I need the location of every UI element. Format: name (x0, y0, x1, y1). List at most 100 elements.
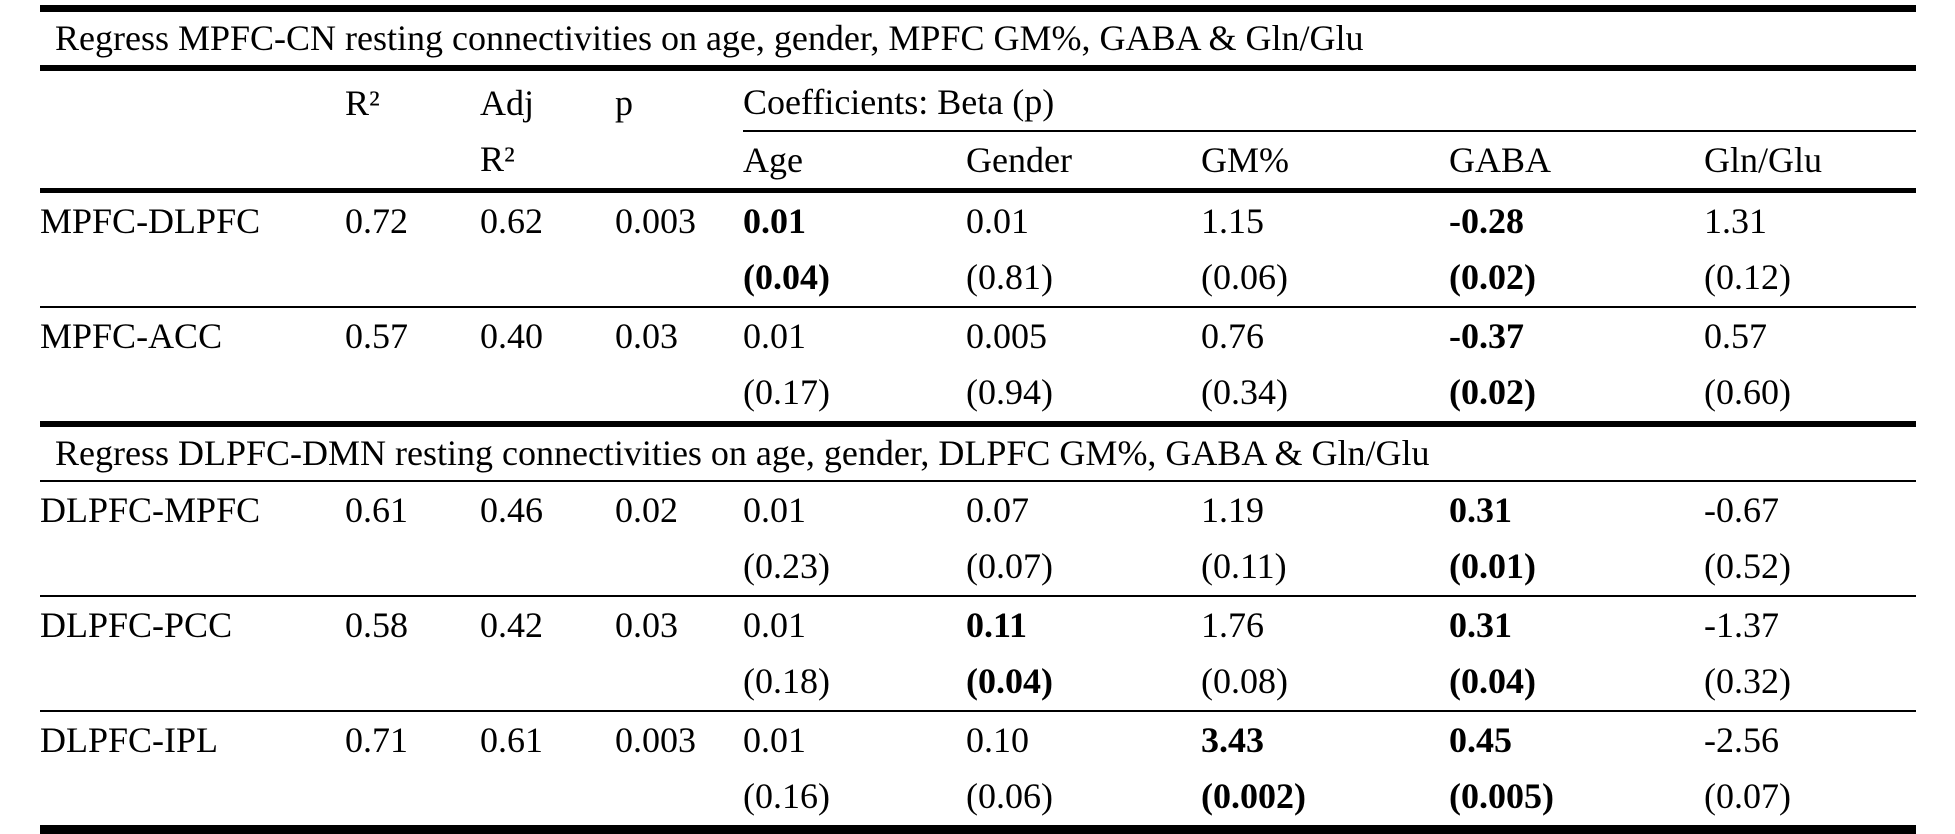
beta-p-value: (0.02) (1449, 257, 1536, 297)
p-value: 0.003 (615, 720, 696, 760)
adj-r2-value: 0.40 (480, 307, 615, 427)
beta-value: 0.01 (743, 605, 806, 645)
beta-p-value: (0.02) (1449, 372, 1536, 412)
beta-p-value: (0.04) (1449, 661, 1536, 701)
header-coefficients: Coefficients: Beta (p) (743, 68, 1917, 132)
beta-p-value: (0.81) (966, 257, 1053, 297)
beta-value: 0.31 (1449, 605, 1512, 645)
beta-value: 0.01 (966, 201, 1029, 241)
beta-p-value: (0.32) (1704, 661, 1791, 701)
header-adj-r2-line1: Adj (480, 83, 534, 123)
coef-cell-gender: 0.005 (0.94) (966, 307, 1201, 427)
header-gender: Gender (966, 131, 1201, 193)
coef-cell-gender: 0.07 (0.07) (966, 481, 1201, 597)
beta-p-value: (0.11) (1201, 546, 1287, 586)
coef-cell-gaba: -0.37 (0.02) (1449, 307, 1704, 427)
coef-cell-age: 0.01 (0.18) (743, 596, 966, 712)
table-row-mpfc-acc: MPFC-ACC 0.57 0.40 0.03 0.01 (0.17) 0.00… (40, 307, 1917, 427)
beta-value: -2.56 (1704, 720, 1779, 760)
coef-cell-glnglu: -0.67 (0.52) (1704, 481, 1917, 597)
row-label: DLPFC-MPFC (40, 481, 345, 597)
header-gm: GM% (1201, 131, 1449, 193)
beta-value: -0.28 (1449, 201, 1524, 241)
p-value: 0.003 (615, 190, 743, 308)
coef-cell-gm: 0.76 (0.34) (1201, 307, 1449, 427)
beta-p-value: (0.01) (1449, 546, 1536, 586)
table-row-dlpfc-pcc: DLPFC-PCC 0.58 0.42 0.03 0.01 (0.18) 0.1… (40, 596, 1917, 712)
coef-cell-gm: 1.19 (0.11) (1201, 481, 1449, 597)
header-r2: R² (345, 68, 480, 193)
beta-value: 0.31 (1449, 490, 1512, 530)
coef-cell-gender: 0.11 (0.04) (966, 596, 1201, 712)
beta-value: 1.31 (1704, 201, 1767, 241)
beta-p-value: (0.005) (1449, 776, 1554, 816)
section1-title: Regress MPFC-CN resting connectivities o… (40, 8, 1917, 71)
beta-p-value: (0.52) (1704, 546, 1791, 586)
coef-cell-age: 0.01 (0.16) (743, 711, 966, 830)
beta-p-value: (0.04) (966, 661, 1053, 701)
regression-table-container: Regress MPFC-CN resting connectivities o… (40, 5, 1917, 834)
r2-value: 0.57 (345, 307, 480, 427)
beta-p-value: (0.07) (966, 546, 1053, 586)
beta-value: 0.76 (1201, 316, 1264, 356)
header-glnglu: Gln/Glu (1704, 131, 1917, 193)
beta-p-value: (0.12) (1704, 257, 1791, 297)
coef-cell-glnglu: 1.31 (0.12) (1704, 190, 1917, 308)
coef-cell-age: 0.01 (0.04) (743, 190, 966, 308)
p-value: 0.03 (615, 307, 743, 427)
r2-value: 0.71 (345, 720, 408, 760)
table-row-mpfc-dlpfc: MPFC-DLPFC 0.72 0.62 0.003 0.01 (0.04) 0… (40, 190, 1917, 308)
row-label: DLPFC-PCC (40, 596, 345, 712)
adj-r2-value: 0.62 (480, 190, 615, 308)
beta-value: 0.10 (966, 720, 1029, 760)
coef-cell-age: 0.01 (0.17) (743, 307, 966, 427)
header-p: p (615, 68, 743, 193)
coef-cell-gaba: 0.45 (0.005) (1449, 711, 1704, 830)
adj-r2-value: 0.46 (480, 481, 615, 597)
header-empty-cell (40, 68, 345, 193)
beta-value: 3.43 (1201, 720, 1264, 760)
beta-p-value: (0.18) (743, 661, 830, 701)
row-label: DLPFC-IPL (40, 720, 219, 760)
p-value: 0.03 (615, 596, 743, 712)
coef-cell-gender: 0.10 (0.06) (966, 711, 1201, 830)
row-label: MPFC-ACC (40, 307, 345, 427)
beta-value: -0.67 (1704, 490, 1779, 530)
table-row-dlpfc-mpfc: DLPFC-MPFC 0.61 0.46 0.02 0.01 (0.23) 0.… (40, 481, 1917, 597)
table-row-dlpfc-ipl: DLPFC-IPL 0.71 0.61 0.003 0.01 (0.16) 0.… (40, 711, 1916, 830)
beta-p-value: (0.60) (1704, 372, 1791, 412)
beta-value: 0.57 (1704, 316, 1767, 356)
coef-cell-gm: 1.15 (0.06) (1201, 190, 1449, 308)
coef-cell-glnglu: -2.56 (0.07) (1704, 711, 1916, 830)
beta-p-value: (0.07) (1704, 776, 1791, 816)
beta-value: 0.07 (966, 490, 1029, 530)
r2-value: 0.61 (345, 481, 480, 597)
beta-value: 0.11 (966, 605, 1028, 645)
header-row-subcolumns: Age Gender GM% GABA Gln/Glu (40, 131, 1917, 193)
section2-title: Regress DLPFC-DMN resting connectivities… (40, 424, 1917, 482)
beta-p-value: (0.04) (743, 257, 830, 297)
coef-cell-gender: 0.01 (0.81) (966, 190, 1201, 308)
beta-value: 1.19 (1201, 490, 1264, 530)
beta-value: 1.76 (1201, 605, 1264, 645)
section1-title-row: Regress MPFC-CN resting connectivities o… (40, 8, 1917, 71)
beta-value: 1.15 (1201, 201, 1264, 241)
beta-p-value: (0.94) (966, 372, 1053, 412)
header-age: Age (743, 131, 966, 193)
beta-p-value: (0.002) (1201, 776, 1306, 816)
coef-cell-gm: 3.43 (0.002) (1201, 711, 1449, 830)
coef-cell-gaba: 0.31 (0.04) (1449, 596, 1704, 712)
coef-cell-gaba: 0.31 (0.01) (1449, 481, 1704, 597)
p-value: 0.02 (615, 481, 743, 597)
adj-r2-value: 0.61 (480, 720, 543, 760)
beta-p-value: (0.06) (1201, 257, 1288, 297)
regression-table: Regress MPFC-CN resting connectivities o… (40, 5, 1917, 834)
beta-p-value: (0.08) (1201, 661, 1288, 701)
beta-value: 0.45 (1449, 720, 1512, 760)
coef-cell-glnglu: -1.37 (0.32) (1704, 596, 1917, 712)
header-gaba: GABA (1449, 131, 1704, 193)
beta-value: 0.01 (743, 316, 806, 356)
row-label: MPFC-DLPFC (40, 190, 345, 308)
beta-value: 0.01 (743, 201, 806, 241)
beta-p-value: (0.17) (743, 372, 830, 412)
